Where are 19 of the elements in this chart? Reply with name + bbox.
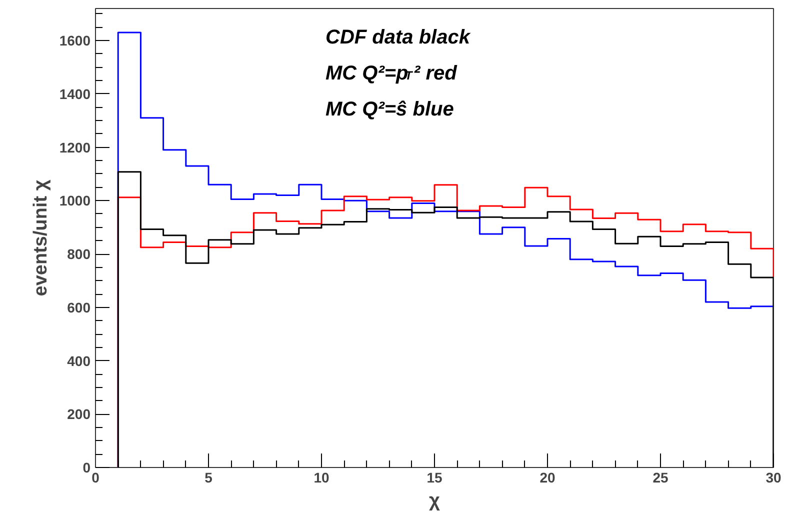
x-tick-label: 5	[204, 470, 213, 486]
y-tick-label: 800	[67, 246, 91, 262]
annotation: MC Q²=ŝ blue	[326, 98, 454, 120]
y-tick-label: 600	[67, 299, 91, 316]
y-tick-label: 0	[82, 460, 91, 476]
y-tick-label: 400	[67, 352, 91, 369]
annotation: CDF data black	[326, 26, 471, 48]
x-tick-label: 15	[426, 470, 442, 486]
x-tick-label: 20	[540, 470, 556, 486]
y-tick-label: 1200	[59, 139, 91, 156]
y-axis-title: events/unit χ	[30, 180, 52, 296]
x-tick-label: 30	[766, 470, 782, 486]
x-tick-label: 10	[314, 470, 330, 486]
y-tick-label: 1400	[59, 86, 91, 102]
x-axis-title: χ	[429, 490, 440, 512]
y-tick-label: 1600	[59, 32, 91, 49]
y-tick-label: 1000	[59, 192, 91, 209]
x-tick-label: 25	[652, 470, 668, 486]
y-tick-label: 200	[67, 406, 91, 422]
